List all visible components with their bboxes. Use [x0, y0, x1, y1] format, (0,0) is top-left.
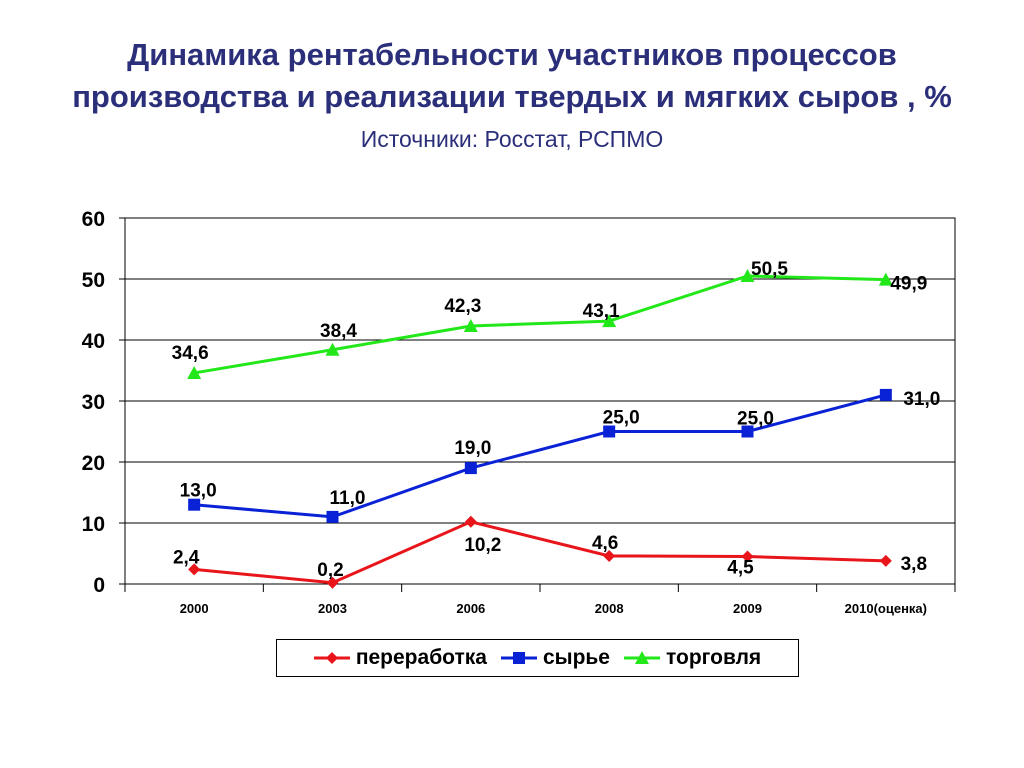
- data-point-торговля: [325, 342, 340, 356]
- data-label-сырье: 13,0: [180, 481, 217, 502]
- data-point-торговля: [187, 365, 202, 379]
- data-label-торговля: 42,3: [444, 296, 481, 317]
- data-label-сырье: 25,0: [603, 408, 640, 429]
- data-point-сырье: [879, 388, 892, 401]
- x-tick-label: 2009: [733, 601, 762, 616]
- data-point-переработка: [603, 549, 616, 562]
- data-point-торговля: [878, 272, 893, 286]
- legend-item-переработка: переработка: [313, 646, 487, 670]
- data-label-переработка: 2,4: [173, 547, 200, 568]
- data-label-торговля: 43,1: [583, 301, 620, 322]
- data-point-переработка: [741, 550, 754, 563]
- legend-label: торговля: [665, 646, 762, 669]
- legend-label: сырье: [542, 646, 610, 669]
- y-tick-label: 20: [82, 452, 105, 475]
- legend-swatch-сырье: [500, 652, 537, 664]
- chart-title: Динамика рентабельности участников проце…: [0, 34, 1024, 118]
- data-point-сырье: [188, 498, 201, 511]
- data-label-торговля: 49,9: [890, 274, 927, 295]
- series-line-сырье: [194, 393, 887, 519]
- legend-item-сырье: сырье: [500, 646, 610, 670]
- data-point-торговля: [740, 268, 755, 282]
- data-point-переработка: [464, 515, 477, 528]
- data-point-переработка: [879, 554, 892, 567]
- data-label-переработка: 0,2: [317, 560, 343, 581]
- series-line-переработка: [194, 520, 886, 585]
- data-point-сырье: [326, 510, 339, 523]
- y-tick-label: 40: [82, 330, 105, 353]
- legend-swatch-переработка: [313, 652, 350, 664]
- y-tick-label: 50: [82, 269, 105, 292]
- data-point-сырье: [741, 425, 754, 438]
- data-point-сырье: [464, 462, 477, 475]
- chart-legend: переработка сырье торговля: [276, 639, 799, 677]
- x-tick-label: 2010(оценка): [845, 601, 927, 616]
- data-label-сырье: 11,0: [330, 488, 366, 509]
- y-tick-label: 60: [82, 208, 105, 231]
- data-label-переработка: 4,5: [727, 558, 754, 579]
- data-point-торговля: [463, 318, 478, 332]
- legend-swatch-торговля: [623, 651, 660, 664]
- data-label-сырье: 31,0: [903, 389, 940, 410]
- x-tick-label: 2003: [318, 601, 347, 616]
- data-label-сырье: 19,0: [454, 438, 491, 459]
- data-point-сырье: [603, 425, 616, 438]
- y-tick-label: 30: [82, 391, 105, 414]
- x-tick-label: 2000: [180, 601, 209, 616]
- x-tick-label: 2008: [595, 601, 624, 616]
- chart-title-line-2: производства и реализации твердых и мягк…: [72, 79, 952, 114]
- chart-subtitle: Источники: Росстат, РСПМО: [360, 126, 664, 152]
- data-label-торговля: 38,4: [320, 321, 357, 342]
- x-tick-label: 2006: [456, 601, 485, 616]
- data-label-переработка: 3,8: [901, 554, 927, 575]
- data-point-переработка: [326, 576, 339, 589]
- data-label-торговля: 50,5: [751, 259, 788, 280]
- data-label-сырье: 25,0: [737, 409, 774, 430]
- y-tick-label: 10: [82, 513, 105, 536]
- data-point-переработка: [188, 563, 201, 576]
- data-point-торговля: [602, 314, 617, 328]
- chart-title-line-1: Динамика рентабельности участников проце…: [127, 37, 897, 72]
- legend-label: переработка: [355, 646, 487, 669]
- data-label-переработка: 10,2: [464, 535, 501, 556]
- legend-item-торговля: торговля: [623, 646, 762, 670]
- data-label-торговля: 34,6: [172, 343, 209, 364]
- data-label-переработка: 4,6: [592, 533, 618, 554]
- series-line-торговля: [193, 274, 886, 375]
- y-tick-label: 0: [93, 574, 105, 597]
